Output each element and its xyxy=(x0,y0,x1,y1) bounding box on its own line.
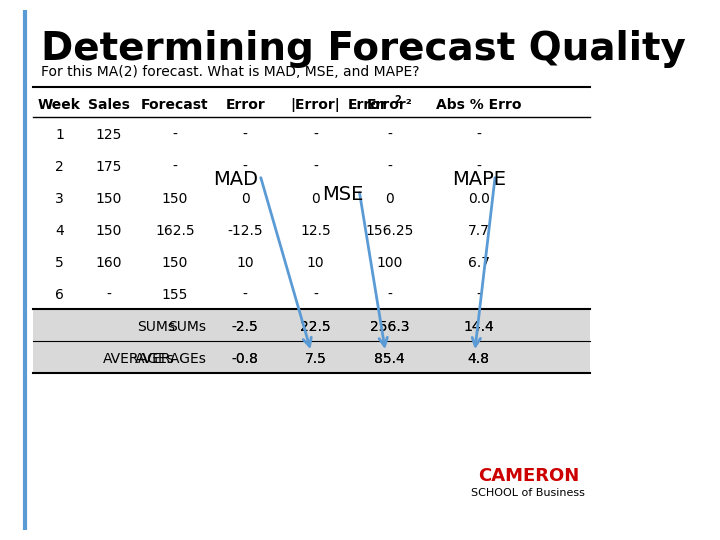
Text: -: - xyxy=(477,288,481,302)
Text: 175: 175 xyxy=(96,160,122,174)
Text: 6.7: 6.7 xyxy=(468,256,490,270)
Text: |Error|: |Error| xyxy=(290,98,341,112)
Text: 10: 10 xyxy=(236,256,254,270)
Text: 85.4: 85.4 xyxy=(374,352,405,366)
Text: -: - xyxy=(173,128,177,142)
Text: 7.5: 7.5 xyxy=(305,352,326,366)
Text: Sales: Sales xyxy=(88,98,130,112)
Text: 4.8: 4.8 xyxy=(468,352,490,366)
Text: -2.5: -2.5 xyxy=(232,320,258,334)
Text: AVERAGEs: AVERAGEs xyxy=(135,352,207,366)
Text: 14.4: 14.4 xyxy=(464,320,494,334)
Text: -: - xyxy=(173,160,177,174)
Text: 150: 150 xyxy=(162,256,188,270)
Text: Error: Error xyxy=(348,98,388,112)
Text: SUMs: SUMs xyxy=(168,320,207,334)
Text: -: - xyxy=(387,128,392,142)
Text: 0: 0 xyxy=(385,192,394,206)
Text: 2: 2 xyxy=(395,95,401,105)
Text: -2.5: -2.5 xyxy=(232,320,258,334)
Text: -: - xyxy=(477,160,481,174)
Text: 0: 0 xyxy=(311,192,320,206)
Text: 12.5: 12.5 xyxy=(300,224,330,238)
Text: -: - xyxy=(243,160,248,174)
Text: 7.5: 7.5 xyxy=(305,352,326,366)
Text: Error: Error xyxy=(225,98,265,112)
Text: -: - xyxy=(477,128,481,142)
Text: Error²: Error² xyxy=(366,98,413,112)
Text: -0.8: -0.8 xyxy=(232,352,258,366)
Text: -: - xyxy=(107,288,112,302)
Text: Determining Forecast Quality: Determining Forecast Quality xyxy=(41,30,686,68)
Text: Forecast: Forecast xyxy=(141,98,209,112)
Text: 160: 160 xyxy=(96,256,122,270)
Text: CAMERON: CAMERON xyxy=(477,467,579,485)
Text: 1: 1 xyxy=(55,128,64,142)
Text: 256.3: 256.3 xyxy=(370,320,410,334)
Text: 5: 5 xyxy=(55,256,64,270)
Text: 4: 4 xyxy=(55,224,64,238)
Text: -0.8: -0.8 xyxy=(232,352,258,366)
Text: 155: 155 xyxy=(162,288,188,302)
Text: 10: 10 xyxy=(307,256,324,270)
Text: -: - xyxy=(387,160,392,174)
Text: SUMs: SUMs xyxy=(137,320,175,334)
Text: 6: 6 xyxy=(55,288,64,302)
Text: 150: 150 xyxy=(96,224,122,238)
Text: 4.8: 4.8 xyxy=(468,352,490,366)
Text: AVERAGEs: AVERAGEs xyxy=(103,352,175,366)
Text: 14.4: 14.4 xyxy=(464,320,494,334)
Text: Week: Week xyxy=(38,98,81,112)
Text: -: - xyxy=(313,288,318,302)
Text: -: - xyxy=(243,128,248,142)
Text: 0: 0 xyxy=(240,192,250,206)
Text: MAD: MAD xyxy=(213,170,258,189)
Text: 0.0: 0.0 xyxy=(468,192,490,206)
Text: 150: 150 xyxy=(162,192,188,206)
Text: -: - xyxy=(313,128,318,142)
Text: 162.5: 162.5 xyxy=(156,224,195,238)
Text: 2: 2 xyxy=(55,160,64,174)
Text: 256.3: 256.3 xyxy=(370,320,410,334)
Text: 7.7: 7.7 xyxy=(468,224,490,238)
Text: 85.4: 85.4 xyxy=(374,352,405,366)
Bar xyxy=(33,309,590,373)
Text: Abs % Erro: Abs % Erro xyxy=(436,98,521,112)
Text: -: - xyxy=(313,160,318,174)
Text: 3: 3 xyxy=(55,192,64,206)
Text: 22.5: 22.5 xyxy=(300,320,330,334)
Text: For this MA(2) forecast. What is MAD, MSE, and MAPE?: For this MA(2) forecast. What is MAD, MS… xyxy=(41,65,420,79)
Text: 156.25: 156.25 xyxy=(366,224,414,238)
Text: -: - xyxy=(243,288,248,302)
Text: 150: 150 xyxy=(96,192,122,206)
Text: MSE: MSE xyxy=(322,185,364,204)
Text: 125: 125 xyxy=(96,128,122,142)
Text: 100: 100 xyxy=(377,256,402,270)
Text: MAPE: MAPE xyxy=(452,170,506,189)
Text: SCHOOL of Business: SCHOOL of Business xyxy=(472,488,585,498)
Text: -12.5: -12.5 xyxy=(228,224,263,238)
Text: -: - xyxy=(387,288,392,302)
Text: 22.5: 22.5 xyxy=(300,320,330,334)
